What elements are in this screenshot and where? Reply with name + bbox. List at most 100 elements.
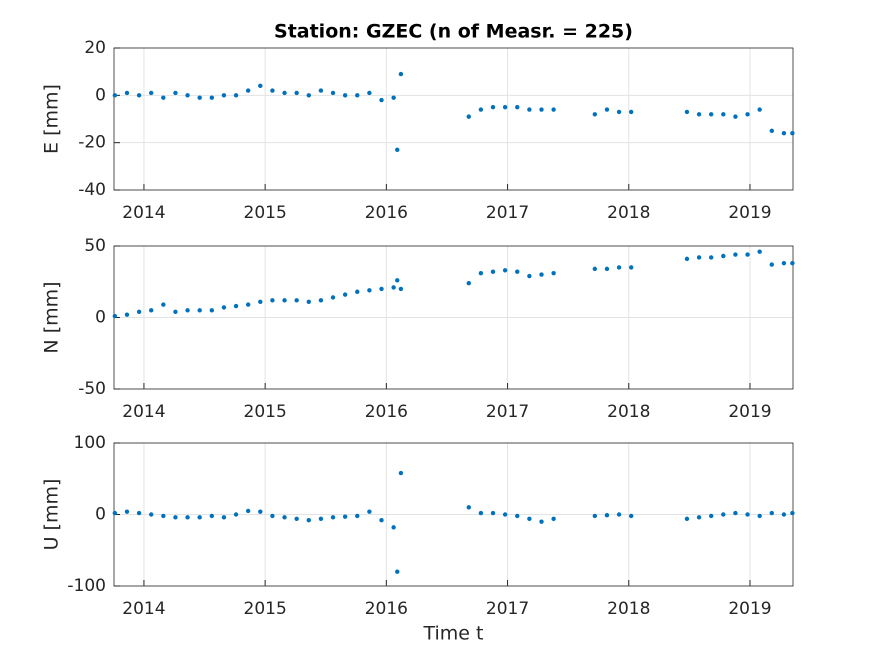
y-tick-label: 0	[95, 308, 106, 328]
data-point	[490, 510, 496, 516]
data-point	[379, 518, 384, 523]
data-point	[478, 107, 484, 112]
x-tick-label: 2015	[244, 599, 287, 619]
data-point	[527, 516, 532, 521]
data-point	[270, 88, 275, 93]
data-point	[221, 305, 227, 310]
data-point	[294, 516, 299, 521]
data-point	[391, 525, 396, 530]
data-point	[185, 515, 190, 520]
data-point	[355, 513, 360, 519]
data-point	[551, 270, 556, 276]
data-point	[173, 515, 178, 520]
x-tick-label: 2017	[486, 402, 529, 422]
data-point	[616, 512, 622, 517]
y-tick-label: 0	[95, 505, 106, 525]
data-point	[478, 510, 484, 516]
data-point	[209, 308, 215, 313]
data-point	[466, 505, 471, 510]
data-point	[294, 90, 299, 96]
data-point	[330, 295, 336, 300]
data-point	[185, 93, 190, 98]
data-point	[684, 256, 690, 262]
plot-area	[114, 48, 793, 190]
data-point	[282, 90, 287, 96]
data-point	[367, 509, 372, 514]
data-point	[616, 265, 622, 270]
x-tick-label: 2016	[365, 599, 408, 619]
y-tick-label: -40	[78, 180, 106, 200]
y-axis-label: E [mm]	[41, 84, 63, 154]
chart-title: Station: GZEC (n of Measr. = 225)	[274, 21, 633, 43]
data-point	[733, 252, 738, 257]
data-point	[221, 515, 227, 520]
data-point	[733, 510, 738, 516]
data-point	[391, 285, 396, 290]
y-tick-label: 100	[74, 433, 106, 453]
data-point	[551, 107, 556, 112]
data-point	[790, 260, 795, 266]
data-point	[233, 303, 239, 309]
data-point	[258, 83, 263, 89]
x-tick-label: 2018	[607, 599, 650, 619]
data-point	[173, 309, 178, 314]
data-point	[318, 298, 324, 303]
data-point	[245, 302, 251, 307]
y-tick-label: 20	[84, 38, 106, 58]
data-point	[395, 569, 400, 574]
data-point	[721, 112, 726, 117]
x-tick-label: 2016	[365, 203, 408, 223]
data-point	[258, 299, 263, 304]
data-point	[592, 513, 598, 519]
data-point	[391, 95, 396, 100]
data-point	[628, 265, 634, 270]
y-tick-label: 0	[95, 85, 106, 105]
data-point	[197, 308, 202, 313]
data-point	[136, 93, 142, 98]
data-point	[684, 109, 690, 115]
data-point	[112, 313, 118, 319]
data-point	[367, 90, 372, 96]
data-point	[233, 93, 239, 98]
data-point	[161, 95, 166, 100]
x-tick-label: 2017	[486, 203, 529, 223]
data-point	[790, 131, 795, 136]
data-point	[745, 112, 750, 117]
data-point	[757, 249, 762, 254]
data-point	[466, 280, 471, 286]
data-point	[342, 514, 348, 519]
data-point	[502, 104, 508, 110]
data-point	[696, 112, 702, 117]
data-point	[355, 289, 360, 294]
data-point	[745, 512, 750, 517]
x-tick-label: 2015	[244, 402, 287, 422]
x-tick-label: 2014	[122, 203, 165, 223]
data-point	[515, 513, 520, 519]
data-point	[149, 90, 154, 96]
data-point	[721, 512, 726, 517]
data-point	[708, 112, 714, 117]
data-point	[136, 510, 142, 516]
data-point	[628, 109, 634, 115]
data-point	[197, 95, 202, 100]
data-point	[721, 253, 726, 259]
data-point	[245, 88, 251, 93]
x-tick-label: 2014	[122, 599, 165, 619]
data-point	[233, 512, 239, 517]
data-point	[592, 266, 598, 272]
y-tick-label: -50	[78, 379, 106, 399]
data-point	[515, 269, 520, 274]
data-point	[367, 288, 372, 293]
x-tick-label: 2016	[365, 402, 408, 422]
data-point	[708, 255, 714, 260]
x-tick-label: 2019	[728, 203, 771, 223]
data-point	[696, 255, 702, 260]
data-point	[270, 513, 275, 519]
data-point	[161, 513, 166, 519]
data-point	[539, 272, 544, 277]
data-point	[185, 308, 190, 313]
data-point	[478, 270, 484, 276]
data-point	[124, 509, 130, 514]
data-point	[696, 515, 702, 520]
data-point	[112, 510, 118, 516]
